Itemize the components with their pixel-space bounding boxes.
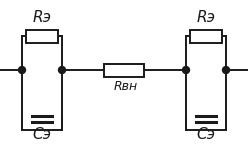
- Circle shape: [183, 66, 189, 74]
- Text: Rэ: Rэ: [196, 9, 216, 25]
- Text: Cэ: Cэ: [196, 127, 216, 142]
- Circle shape: [19, 66, 26, 74]
- Circle shape: [59, 66, 65, 74]
- Bar: [190, 29, 222, 42]
- Text: Rвн: Rвн: [114, 79, 138, 92]
- Text: Cэ: Cэ: [32, 127, 52, 142]
- Bar: [104, 63, 144, 77]
- Bar: [26, 29, 58, 42]
- Circle shape: [222, 66, 229, 74]
- Text: Rэ: Rэ: [32, 9, 52, 25]
